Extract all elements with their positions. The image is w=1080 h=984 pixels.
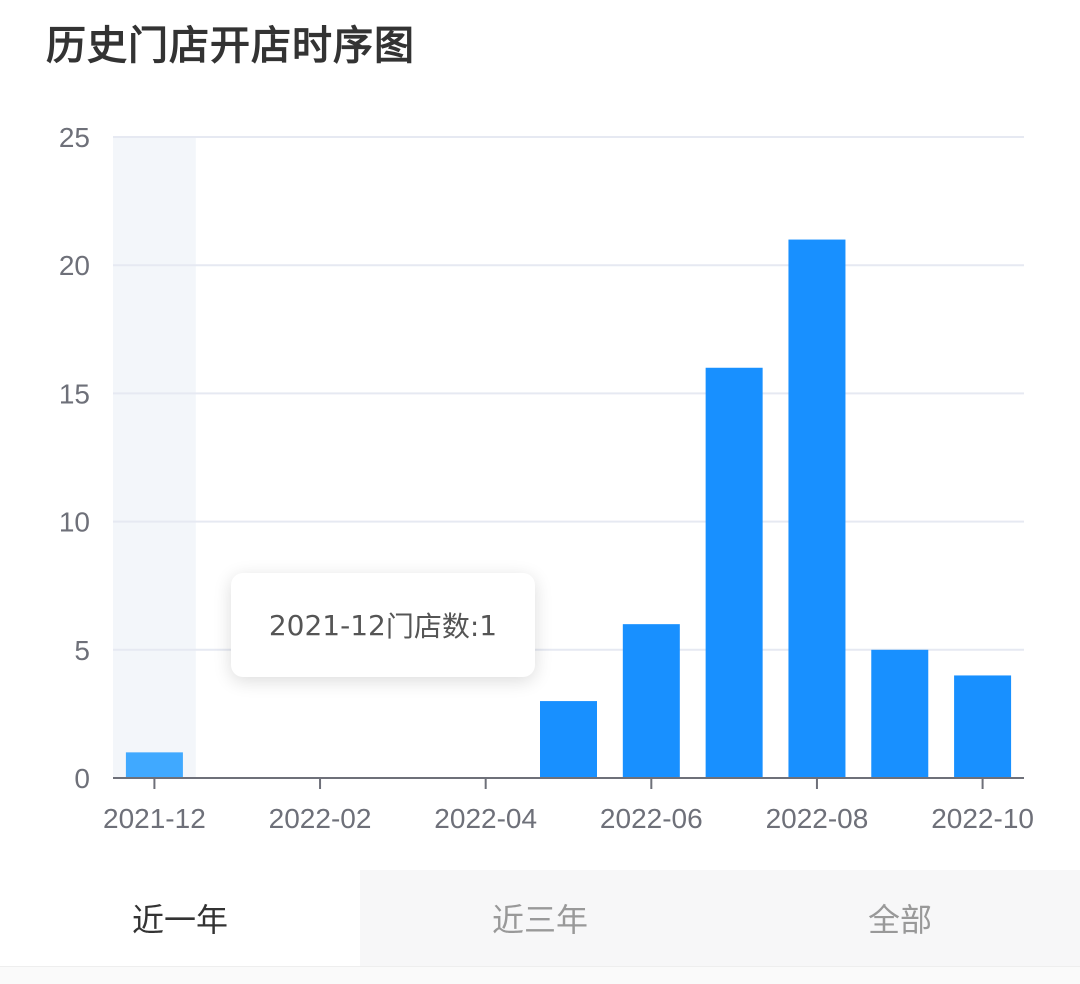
y-tick-label: 10 — [59, 507, 90, 538]
tab-recent-one-year[interactable]: 近一年 — [0, 870, 360, 966]
tooltip-category: 2021-12 — [268, 608, 386, 642]
highlight-band — [113, 137, 196, 778]
page-title: 历史门店开店时序图 — [46, 23, 415, 69]
bar[interactable] — [871, 649, 929, 778]
tooltip-value: 1 — [479, 608, 498, 642]
tab-label: 近一年 — [131, 901, 228, 939]
x-tick-label: 2022-04 — [434, 803, 537, 834]
tab-label: 近三年 — [491, 901, 588, 939]
bar[interactable] — [540, 701, 597, 778]
bar[interactable] — [954, 675, 1012, 778]
bar[interactable] — [705, 367, 763, 778]
chart-tooltip: 2021-12 门店数: 1 — [231, 573, 535, 677]
x-tick-label: 2021-12 — [103, 803, 206, 834]
bar[interactable] — [125, 752, 183, 778]
tooltip-label: 门店数: — [385, 610, 480, 643]
bar[interactable] — [622, 624, 680, 778]
bar[interactable] — [788, 239, 846, 778]
tab-all[interactable]: 全部 — [720, 870, 1080, 966]
y-tick-label: 5 — [74, 635, 90, 666]
y-tick-label: 15 — [59, 378, 90, 409]
x-tick-label: 2022-06 — [600, 803, 703, 834]
bottom-divider — [0, 966, 1080, 984]
y-tick-label: 25 — [59, 122, 90, 153]
bar-chart: 0 5 10 15 20 25 2021-12 2022-02 2022-04 2022-06 20… — [59, 122, 1034, 834]
tab-recent-three-years[interactable]: 近三年 — [360, 870, 720, 966]
x-tick-label: 2022-08 — [766, 803, 869, 834]
y-tick-label: 0 — [74, 763, 90, 794]
time-range-tabs: 近一年 近三年 全部 — [0, 870, 1080, 966]
tab-label: 全部 — [867, 901, 932, 939]
x-tick-label: 2022-02 — [269, 803, 372, 834]
y-tick-label: 20 — [59, 250, 90, 281]
x-tick-label: 2022-10 — [931, 803, 1034, 834]
